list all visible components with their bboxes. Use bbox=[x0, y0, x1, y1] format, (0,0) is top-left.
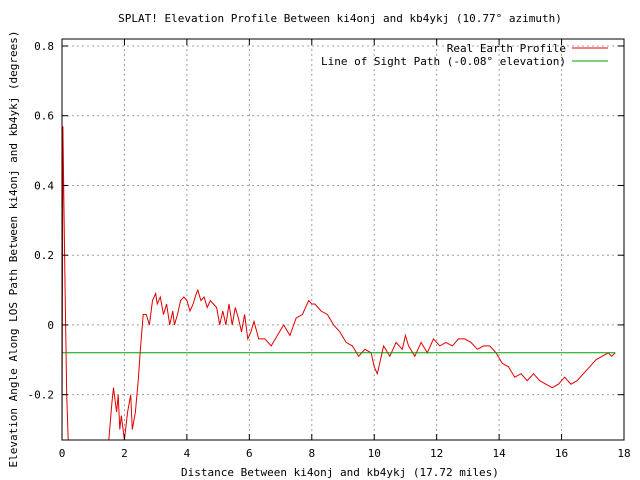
y-tick-label: 0.8 bbox=[34, 40, 54, 53]
x-tick-label: 12 bbox=[430, 447, 443, 460]
y-tick-label: 0 bbox=[47, 319, 54, 332]
x-tick-label: 0 bbox=[59, 447, 66, 460]
grid-lines bbox=[62, 39, 624, 440]
series-lines bbox=[62, 126, 616, 440]
x-tick-label: 16 bbox=[555, 447, 568, 460]
y-tick-label: 0.2 bbox=[34, 249, 54, 262]
axis-ticks: 0 2 4 6 8 10 12 14 16 18 -0.2 0 0.2 0.4 0.6 0.8 bbox=[28, 39, 631, 460]
x-tick-label: 6 bbox=[246, 447, 253, 460]
legend-label-line-of-sight-path: Line of Sight Path (-0.08° elevation) bbox=[321, 55, 566, 68]
x-tick-label: 8 bbox=[308, 447, 315, 460]
legend: Real Earth Profile Line of Sight Path (-… bbox=[321, 42, 608, 68]
x-tick-label: 2 bbox=[121, 447, 128, 460]
y-axis-label: Elevation Angle Along LOS Path Between k… bbox=[7, 30, 20, 467]
y-tick-label: 0.6 bbox=[34, 110, 54, 123]
legend-label-real-earth-profile: Real Earth Profile bbox=[447, 42, 566, 55]
x-tick-label: 4 bbox=[184, 447, 191, 460]
x-tick-label: 18 bbox=[617, 447, 630, 460]
y-tick-label: -0.2 bbox=[28, 389, 55, 402]
y-tick-label: 0.4 bbox=[34, 179, 54, 192]
x-tick-label: 14 bbox=[492, 447, 506, 460]
x-tick-label: 10 bbox=[368, 447, 381, 460]
plot-frame bbox=[61, 38, 625, 441]
chart-title: SPLAT! Elevation Profile Between ki4onj … bbox=[118, 12, 562, 25]
x-axis-label: Distance Between ki4onj and kb4ykj (17.7… bbox=[181, 466, 499, 479]
